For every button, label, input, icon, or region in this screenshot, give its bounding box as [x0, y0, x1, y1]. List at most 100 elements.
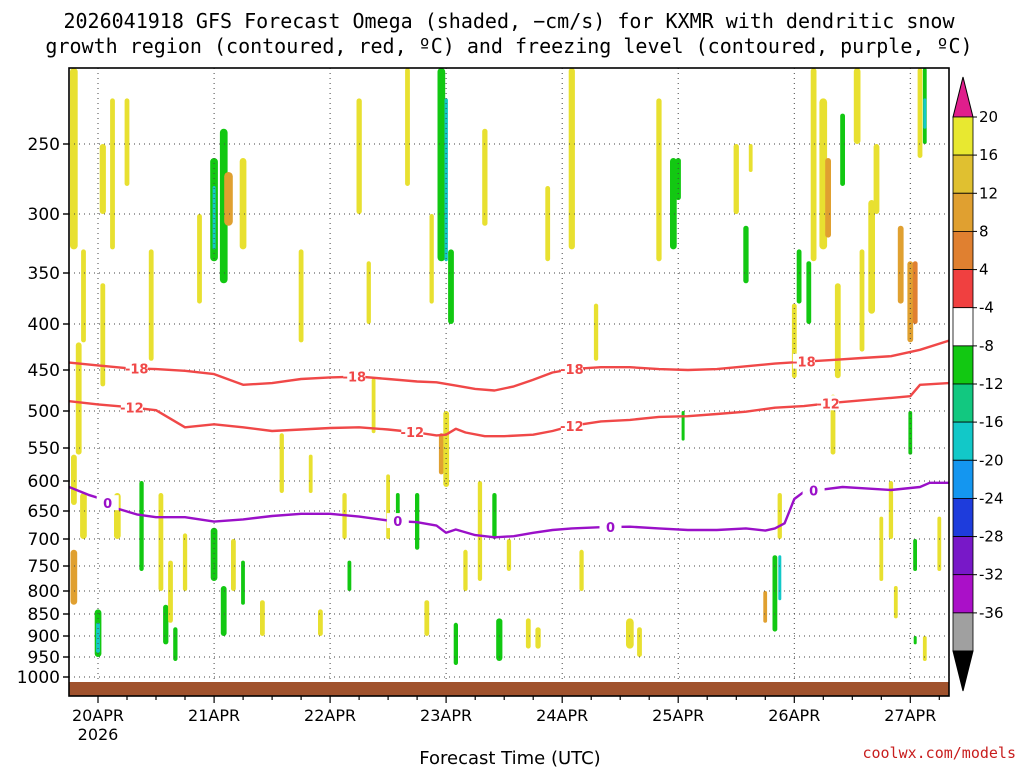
contour-label-bg: [125, 360, 148, 376]
colorbar-swatch: [952, 269, 974, 309]
contour-label: -12: [120, 401, 144, 416]
contour-label-bg: [401, 424, 424, 439]
omega-cell: [168, 560, 173, 623]
omega-cell: [907, 261, 914, 343]
colorbar-label: -8: [979, 337, 994, 355]
omega-cell: [897, 225, 904, 304]
omega-cell: [748, 144, 753, 172]
omega-cell: [840, 113, 845, 186]
x-tick-label: 26APR: [768, 706, 820, 725]
colorbar-label: -4: [979, 299, 994, 317]
omega-cell: [853, 68, 861, 144]
y-tick-label: 500: [28, 402, 60, 422]
omega-cell: [506, 539, 512, 571]
contour-label-bg: [386, 513, 409, 529]
omega-cell: [922, 636, 927, 661]
omega-cell: [219, 128, 228, 284]
colorbar-swatch: [952, 459, 974, 499]
triangle-down-icon: [952, 650, 974, 692]
omega-cell: [492, 493, 497, 539]
omega-cell: [100, 283, 106, 387]
dotted-grid: [69, 68, 949, 696]
contour-label-bg: [120, 399, 143, 415]
colorbar-swatch: [952, 497, 974, 537]
credit-text: coolwx.com/models: [862, 744, 1016, 762]
x-tick-label: 23APR: [420, 706, 472, 725]
plot-frame: [68, 67, 950, 697]
terrain-fill: [69, 682, 949, 696]
omega-cell: [173, 627, 178, 661]
omega-cell: [124, 98, 130, 186]
terrain-band: [69, 682, 949, 696]
colorbar-swatch: [952, 116, 974, 156]
contour-label: -12: [401, 426, 425, 441]
colorbar-swatch: [952, 536, 974, 576]
contour-label-bg: [802, 482, 825, 498]
omega-cell: [386, 474, 390, 539]
colorbar-label: 16: [979, 146, 998, 164]
omega-cell: [70, 549, 78, 605]
x-axis-label: Forecast Time (UTC): [419, 748, 600, 768]
colorbar-swatch: [952, 421, 974, 461]
omega-cell: [308, 454, 313, 493]
contour-label: 0: [103, 497, 112, 512]
colorbar-swatch: [952, 230, 974, 270]
y-tick-label: 450: [28, 361, 60, 381]
chart-title-line1: 2026041918 GFS Forecast Omega (shaded, −…: [63, 9, 955, 33]
colorbar-swatch: [952, 307, 974, 347]
x-tick-label: 25APR: [652, 706, 704, 725]
y-tick-label: 250: [28, 135, 60, 155]
omega-cell: [681, 411, 685, 441]
x-tick-label: 24APR: [536, 706, 588, 725]
contour-label-bg: [560, 361, 583, 377]
contour-label-bg: [343, 368, 366, 384]
colorbar-swatch: [952, 383, 974, 423]
omega-cell: [148, 249, 154, 361]
omega-cell: [825, 158, 831, 238]
colorbar-label: 12: [979, 184, 998, 202]
omega-cell: [231, 539, 236, 591]
omega-cell: [99, 144, 106, 214]
y-tick-label: 800: [28, 582, 60, 602]
y-tick-label: 650: [28, 502, 60, 522]
omega-cell: [163, 604, 169, 645]
omega-shading: [70, 68, 942, 665]
contour-label: -18: [125, 363, 149, 378]
omega-cell: [806, 261, 812, 324]
omega-cell: [743, 225, 749, 284]
colorbar-label: 20: [979, 108, 998, 126]
omega-cell: [96, 622, 100, 653]
y-tick-label: 550: [28, 439, 60, 459]
y-tick-label: 1000: [17, 668, 60, 688]
omega-cell: [879, 516, 884, 581]
contour-label: -18: [343, 371, 367, 386]
colorbar-label: -32: [979, 566, 1004, 584]
omega-cell: [371, 378, 376, 434]
omega-cell: [80, 493, 87, 539]
omega-cell: [75, 342, 82, 455]
omega-cell: [438, 433, 444, 475]
omega-cell: [917, 68, 923, 158]
omega-cell: [593, 303, 599, 361]
omega-cell: [579, 549, 584, 591]
contour-line: [69, 381, 949, 438]
contour-label: 0: [393, 515, 402, 530]
omega-cell: [763, 591, 768, 623]
contour-label: -12: [560, 420, 584, 435]
colorbar-swatch: [952, 154, 974, 194]
omega-cell: [318, 609, 323, 636]
omega-cell: [912, 261, 918, 324]
omega-cell: [182, 533, 188, 591]
omega-cell: [356, 98, 362, 214]
omega-cell: [772, 555, 778, 632]
y-tick-label: 400: [28, 315, 60, 335]
contour-label-bg: [599, 519, 622, 535]
omega-cell: [733, 144, 739, 214]
omega-cell: [395, 493, 400, 517]
contour-label: 0: [606, 521, 615, 536]
y-tick-label: 300: [28, 205, 60, 225]
x-tick-label: 22APR: [304, 706, 356, 725]
contour-line: [69, 339, 949, 392]
colorbar-label: 8: [979, 222, 989, 240]
